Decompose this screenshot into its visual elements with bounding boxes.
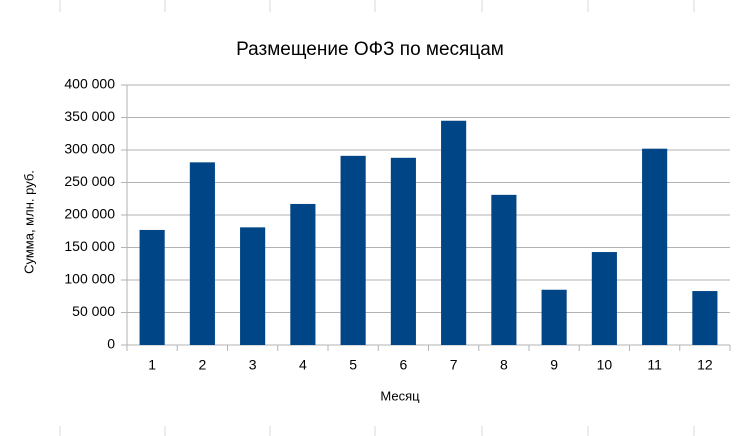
- y-tick-label: 50 000: [72, 303, 115, 319]
- x-tick-label: 8: [500, 357, 508, 373]
- y-tick-label: 250 000: [64, 173, 115, 189]
- bar: [340, 155, 366, 345]
- bar: [390, 157, 416, 345]
- bar: [541, 289, 567, 345]
- x-tick-label: 7: [450, 357, 458, 373]
- y-tick-label: 150 000: [64, 238, 115, 254]
- x-tick-label: 1: [148, 357, 156, 373]
- x-tick-label: 9: [550, 357, 558, 373]
- x-tick-label: 5: [349, 357, 357, 373]
- bar: [139, 229, 165, 345]
- x-tick-label: 4: [299, 357, 307, 373]
- y-tick-label: 400 000: [64, 76, 115, 92]
- y-tick-label: 300 000: [64, 141, 115, 157]
- x-tick-label: 11: [647, 357, 662, 373]
- bar: [189, 162, 215, 345]
- y-tick-label: 0: [107, 336, 115, 352]
- y-axis-label: Сумма, млн. руб.: [21, 170, 36, 274]
- x-tick-label: 10: [597, 357, 613, 373]
- sheet-lines: [59, 0, 695, 436]
- x-tick-label: 12: [697, 357, 713, 373]
- x-tick-label: 2: [198, 357, 206, 373]
- bar: [642, 148, 668, 345]
- bar: [591, 252, 617, 345]
- bar: [692, 291, 718, 345]
- chart-title: Размещение ОФЗ по месяцам: [236, 39, 504, 60]
- bar: [491, 194, 517, 345]
- x-tick-label: 3: [249, 357, 257, 373]
- y-tick-label: 100 000: [64, 271, 115, 287]
- x-tick-label: 6: [399, 357, 407, 373]
- y-tick-label: 200 000: [64, 206, 115, 222]
- bar: [240, 227, 266, 345]
- x-axis-label: Месяц: [380, 388, 420, 403]
- y-tick-label: 350 000: [64, 108, 115, 124]
- bar: [441, 120, 467, 345]
- bar: [290, 203, 316, 345]
